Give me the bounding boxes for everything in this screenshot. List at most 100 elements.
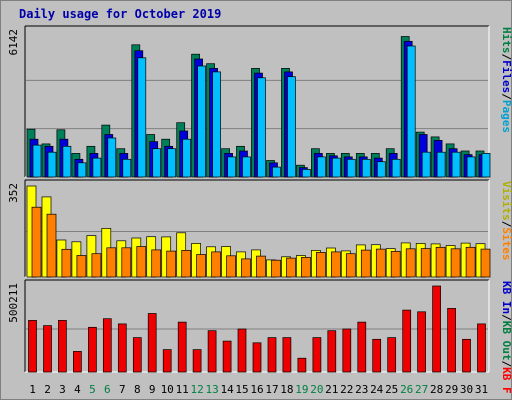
bar-kb-f-day-30 bbox=[462, 338, 471, 373]
bar-pages-day-25 bbox=[391, 158, 401, 178]
bar-sites-day-11 bbox=[181, 250, 192, 278]
bar-pages-day-17 bbox=[272, 166, 281, 178]
bar-sites-day-18 bbox=[286, 257, 296, 278]
legend-entry: Sites bbox=[500, 227, 512, 260]
bar-pages-day-14 bbox=[227, 156, 236, 178]
bar-kb-f-day-25 bbox=[387, 337, 397, 373]
bar-sites-day-3 bbox=[61, 248, 72, 278]
legend-entry: Hits bbox=[500, 27, 512, 54]
bar-pages-day-27 bbox=[421, 151, 431, 178]
bar-sites-day-13 bbox=[211, 251, 221, 278]
bar-sites-day-15 bbox=[241, 258, 251, 278]
legend-entry: / bbox=[500, 93, 512, 100]
x-tick-label: 13 bbox=[205, 383, 218, 396]
x-tick-label: 22 bbox=[340, 383, 353, 396]
x-tick-label: 17 bbox=[265, 383, 278, 396]
bar-sites-day-12 bbox=[196, 254, 206, 278]
bar-pages-day-28 bbox=[436, 151, 446, 178]
bar-kb-f-day-18 bbox=[282, 337, 292, 373]
x-tick-label: 27 bbox=[415, 383, 428, 396]
x-tick-label: 26 bbox=[400, 383, 413, 396]
bar-kb-f-day-6 bbox=[102, 318, 112, 373]
x-tick-label: 31 bbox=[475, 383, 488, 396]
panel-middle-max-label: 352 bbox=[7, 183, 20, 203]
bar-kb-f-day-22 bbox=[342, 328, 352, 373]
panel-bottom-max-label: 500211 bbox=[7, 283, 20, 323]
bar-sites-day-16 bbox=[256, 255, 266, 278]
bar-pages-day-18 bbox=[287, 76, 296, 178]
legend-entry: / bbox=[500, 361, 512, 368]
x-tick-label: 30 bbox=[460, 383, 473, 396]
panel-middle-legend: Visits/Sites bbox=[500, 181, 512, 261]
bar-kb-f-day-14 bbox=[222, 340, 232, 373]
bar-kb-f-day-29 bbox=[447, 308, 456, 373]
x-tick-label: 12 bbox=[190, 383, 203, 396]
bar-sites-day-17 bbox=[271, 259, 281, 278]
x-tick-label: 20 bbox=[310, 383, 323, 396]
bar-pages-day-23 bbox=[361, 158, 371, 178]
bar-pages-day-24 bbox=[376, 161, 386, 178]
x-tick-label: 25 bbox=[385, 383, 398, 396]
bar-sites-day-27 bbox=[420, 248, 431, 278]
x-tick-label: 7 bbox=[119, 383, 126, 396]
bar-kb-f-day-27 bbox=[417, 311, 426, 373]
bar-pages-day-8 bbox=[137, 57, 147, 178]
bar-pages-day-3 bbox=[62, 145, 72, 178]
bar-sites-day-25 bbox=[390, 251, 401, 278]
bar-sites-day-9 bbox=[151, 249, 162, 278]
bar-kb-f-day-9 bbox=[147, 313, 157, 373]
bar-pages-day-19 bbox=[302, 169, 311, 178]
bar-sites-day-29 bbox=[450, 248, 461, 278]
bar-sites-day-19 bbox=[301, 257, 311, 278]
legend-entry: / bbox=[500, 54, 512, 61]
bar-pages-day-6 bbox=[107, 137, 117, 178]
panel-top-legend: Hits/Files/Pages bbox=[500, 27, 512, 133]
bar-sites-day-26 bbox=[405, 248, 416, 278]
bar-kb-f-day-8 bbox=[132, 337, 142, 373]
x-tick-label: 14 bbox=[220, 383, 234, 396]
x-tick-label: 1 bbox=[29, 383, 36, 396]
bar-pages-day-26 bbox=[406, 45, 416, 178]
bar-pages-day-12 bbox=[197, 65, 206, 178]
x-tick-label: 24 bbox=[370, 383, 384, 396]
legend-entry: Visits bbox=[500, 181, 512, 221]
bar-pages-day-30 bbox=[466, 156, 476, 178]
bar-kb-f-day-11 bbox=[177, 321, 187, 373]
bar-sites-day-30 bbox=[465, 246, 476, 278]
x-tick-label: 23 bbox=[355, 383, 368, 396]
bar-kb-f-day-24 bbox=[372, 338, 382, 373]
bar-kb-f-day-10 bbox=[162, 349, 172, 373]
bar-kb-f-day-15 bbox=[237, 328, 247, 373]
legend-entry: / bbox=[500, 314, 512, 321]
bar-kb-f-day-26 bbox=[402, 309, 412, 373]
bar-pages-day-1 bbox=[32, 144, 42, 178]
bar-pages-day-11 bbox=[182, 138, 192, 178]
bar-kb-f-day-28 bbox=[432, 285, 441, 373]
x-tick-label: 19 bbox=[295, 383, 308, 396]
bar-kb-f-day-7 bbox=[117, 323, 127, 373]
x-tick-label: 6 bbox=[104, 383, 111, 396]
bar-pages-day-15 bbox=[242, 156, 251, 178]
bar-kb-f-day-12 bbox=[192, 349, 202, 373]
panel-bottom-legend: KB In/KB Out/KB F bbox=[500, 281, 512, 394]
legend-entry: KB F bbox=[500, 367, 512, 394]
bar-pages-day-20 bbox=[317, 156, 326, 178]
bar-kb-f-day-17 bbox=[267, 337, 277, 373]
legend-entry: Pages bbox=[500, 100, 512, 133]
bar-sites-day-7 bbox=[121, 247, 132, 278]
bar-kb-f-day-3 bbox=[58, 320, 67, 373]
bar-pages-day-13 bbox=[212, 71, 221, 178]
x-tick-label: 3 bbox=[59, 383, 66, 396]
x-tick-label: 2 bbox=[44, 383, 51, 396]
legend-entry: Files bbox=[500, 60, 512, 93]
bar-kb-f-day-23 bbox=[357, 321, 367, 373]
bar-sites-day-20 bbox=[316, 252, 326, 278]
legend-entry: KB Out bbox=[500, 321, 512, 361]
x-tick-label: 29 bbox=[445, 383, 458, 396]
x-tick-label: 11 bbox=[176, 383, 189, 396]
bar-sites-day-23 bbox=[360, 249, 371, 278]
bar-sites-day-1 bbox=[31, 206, 42, 278]
x-tick-label: 9 bbox=[149, 383, 156, 396]
x-tick-label: 21 bbox=[325, 383, 338, 396]
